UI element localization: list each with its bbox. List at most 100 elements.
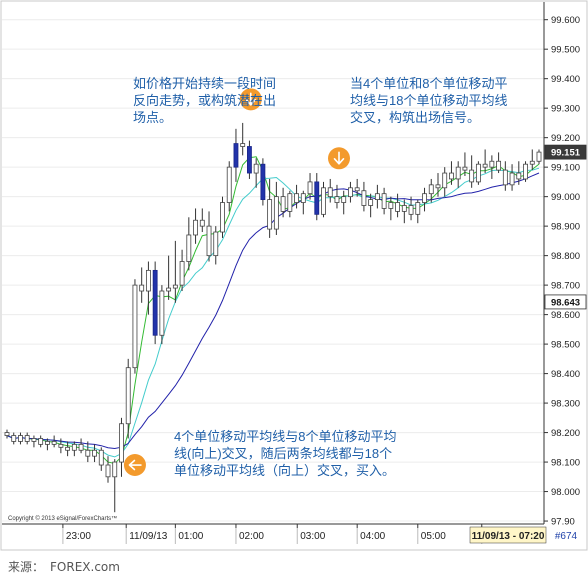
ma-line-8: [6, 167, 540, 458]
candle-body: [119, 423, 124, 463]
candle-body: [442, 172, 448, 189]
candle: [381, 187, 387, 215]
candle-body: [132, 284, 138, 369]
candle-body: [361, 190, 367, 206]
candle: [105, 456, 111, 483]
candle-body: [11, 435, 17, 442]
candle-body: [273, 196, 279, 230]
candle-body: [496, 160, 502, 171]
y-tick-label: 99.600: [551, 15, 580, 26]
candle: [98, 447, 104, 471]
candle-body: [206, 225, 212, 257]
price-tag-label: 98.643: [551, 297, 580, 308]
candle: [334, 184, 340, 209]
candle-body: [348, 187, 353, 198]
candle: [233, 128, 239, 182]
candle: [294, 184, 299, 209]
price-tag-box: [544, 294, 587, 310]
candle-body: [509, 172, 515, 186]
candle: [523, 161, 528, 182]
candle: [119, 417, 124, 477]
candle: [166, 255, 172, 300]
candle: [415, 199, 421, 224]
candle: [348, 181, 353, 203]
candle: [4, 429, 10, 439]
candle-body: [294, 193, 299, 203]
candle: [388, 196, 394, 221]
candle: [374, 184, 380, 209]
candle: [300, 190, 306, 215]
candle-body: [536, 151, 542, 162]
annotation-text: 当4个单位和8个单位移动平: [350, 76, 507, 91]
arrow-down-icon: [333, 151, 345, 165]
y-tick-label: 98.800: [551, 251, 580, 262]
candle: [18, 432, 23, 445]
y-tick-label: 98.900: [551, 222, 580, 233]
candle-body: [415, 202, 421, 215]
x-tick-label: 04:00: [360, 531, 385, 542]
annotation-text: 均线与18个单位移动平均线: [350, 93, 507, 108]
candle-body: [280, 196, 286, 212]
candle-body: [422, 193, 427, 203]
candle-body: [38, 438, 44, 445]
candle-body: [469, 169, 475, 183]
y-tick-label: 99.000: [551, 192, 580, 203]
candle: [341, 190, 347, 215]
candle: [240, 122, 246, 156]
candle: [496, 152, 502, 174]
candle-body: [18, 435, 23, 442]
candle-body: [240, 143, 246, 147]
candle: [199, 208, 205, 233]
candle-body: [523, 163, 528, 180]
candle-body: [226, 166, 232, 203]
candle-body: [139, 284, 145, 292]
candle-body: [260, 163, 266, 200]
candles: [4, 122, 542, 513]
x-tick-label: 01:00: [178, 531, 203, 542]
y-tick-label: 98.600: [551, 310, 580, 321]
candle: [11, 432, 17, 445]
candle: [206, 211, 212, 262]
price-tag-box: [544, 144, 587, 160]
candle: [307, 173, 313, 200]
candle-body: [105, 464, 111, 478]
candle-body: [300, 193, 306, 203]
candle: [247, 140, 252, 179]
candle-body: [85, 449, 91, 457]
candle: [509, 164, 515, 191]
candle-body: [455, 166, 461, 180]
candle-body: [529, 160, 535, 165]
candle-body: [341, 196, 347, 203]
current-time-label: 11/09/13 - 07:20: [472, 531, 545, 542]
y-tick-label: 98.400: [551, 369, 580, 380]
y-tick-label: 98.700: [551, 281, 580, 292]
candle-body: [502, 169, 508, 186]
candle: [529, 149, 535, 171]
candle: [327, 178, 333, 203]
x-tick-label: 05:00: [421, 531, 446, 542]
candle: [226, 161, 232, 212]
candle: [462, 152, 468, 176]
plot-background: [2, 2, 544, 524]
candle-body: [247, 146, 252, 174]
candle-body: [71, 443, 77, 451]
chart-border: [0, 0, 588, 551]
candle-body: [199, 219, 205, 227]
annotation: 4个单位移动平均线与8个单位移动平均线(向上)交叉，随后两条均线都与18个单位移…: [123, 429, 396, 478]
candle: [482, 149, 488, 174]
copyright-text: Copyright © 2013 eSignal/ForexCharts™: [8, 515, 117, 522]
candle: [112, 459, 118, 513]
bar-number-label: #674: [555, 531, 578, 542]
candle-body: [78, 443, 84, 451]
candle-body: [172, 284, 178, 289]
candle: [24, 432, 30, 445]
candle-body: [145, 269, 151, 292]
candle: [179, 249, 185, 292]
candle-body: [482, 163, 488, 168]
candle: [78, 438, 84, 454]
candle: [442, 167, 448, 197]
candle: [361, 181, 367, 212]
source-label: 来源： FOREX.com: [8, 558, 126, 575]
candle: [280, 187, 286, 218]
